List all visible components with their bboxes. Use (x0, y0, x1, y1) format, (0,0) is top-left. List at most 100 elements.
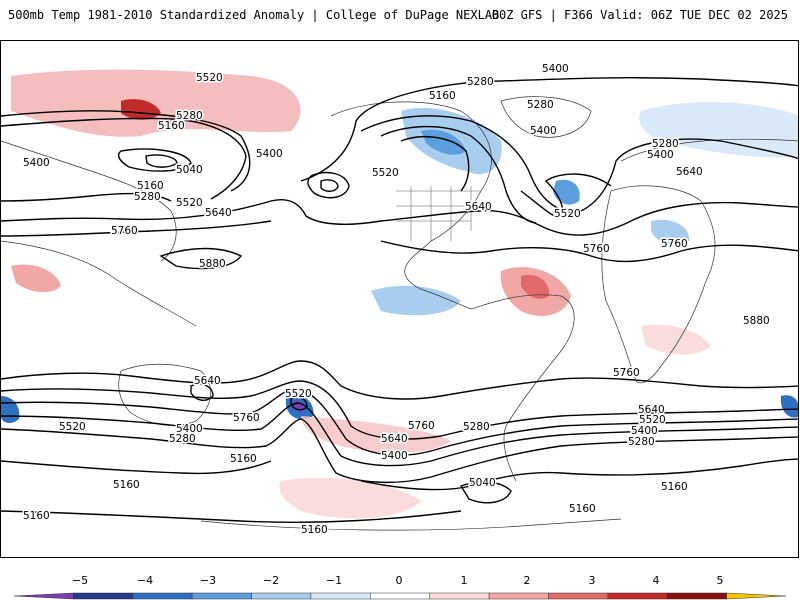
colorbar-tick-label: −1 (325, 574, 343, 587)
contour-label: 5160 (23, 510, 50, 522)
coastlines (1, 96, 798, 531)
anomaly-warm-southern-ocean (301, 416, 451, 453)
contour-label: 5880 (199, 258, 226, 270)
contour-label: 5160 (113, 479, 140, 491)
colorbar-segment (666, 592, 727, 600)
contour-label: 5160 (429, 90, 456, 102)
contour-5640-mid (1, 199, 798, 236)
contour-label: 5520 (639, 414, 666, 426)
contour-label: 5160 (569, 503, 596, 515)
contour-5400-north (1, 77, 798, 192)
colorbar-tick-label: −2 (262, 574, 280, 587)
contour-label: 5640 (465, 201, 492, 213)
contour-5880-subtropical (159, 247, 243, 270)
contour-low-pacific-center (307, 171, 350, 199)
contour-label: 5520 (59, 421, 86, 433)
colorbar-segment (488, 592, 549, 600)
colorbar-tick-label: 0 (395, 574, 403, 587)
contour-label: 5640 (381, 433, 408, 445)
coastline-eurasia (1, 138, 798, 262)
colorbar-tick-label: 5 (716, 574, 724, 587)
contour-label: 5640 (676, 166, 703, 178)
contour-label: 5760 (613, 367, 640, 379)
contour-label: 5880 (743, 315, 770, 327)
map-panel: 5520 5280 5160 5400 5160 5280 5040 5520 … (0, 40, 799, 558)
title-bar: 500mb Temp 1981-2010 Standardized Anomal… (0, 0, 800, 30)
contour-label: 5280 (176, 110, 203, 122)
coastline-asia-south (1, 240, 197, 327)
anomaly-warm-core-pacific (121, 99, 161, 120)
contour-5400-south (1, 402, 798, 467)
colorbar-segment (191, 592, 252, 600)
contour-label-layer: 5520 5280 5160 5400 5160 5280 5040 5520 … (22, 62, 772, 538)
anomaly-warm-indian-ocean (641, 324, 711, 355)
anomaly-warm-core-south-america (521, 274, 550, 299)
colorbar-tick-label: −3 (199, 574, 217, 587)
colorbar-segment (310, 592, 371, 600)
contour-label: 5640 (194, 375, 221, 387)
contour-label: 5280 (134, 191, 161, 203)
contour-5760-mid (1, 220, 798, 263)
contour-label: 5520 (196, 72, 223, 84)
colorbar-tick-label: −5 (71, 574, 89, 587)
contour-label: 5520 (373, 167, 400, 179)
contour-label: 5520 (372, 167, 399, 179)
colorbar-segment (370, 592, 430, 600)
colorbar-segment (132, 592, 193, 600)
contour-5280-north-america (380, 125, 537, 224)
coastline-south-america (470, 294, 575, 482)
anomaly-cold-atlantic (553, 179, 580, 205)
contour-label: 5160 (158, 120, 185, 132)
coastline-greenland (500, 96, 592, 138)
contour-label: 5520 (176, 197, 203, 209)
product-title: 500mb Temp 1981-2010 Standardized Anomal… (8, 8, 500, 22)
colorbar-segment (251, 592, 312, 600)
contour-5760-south (1, 360, 798, 400)
anomaly-cold-north-eurasia (639, 101, 798, 158)
colorbar-segment (548, 592, 609, 600)
colorbar-tick-label: −4 (136, 574, 154, 587)
contour-5520-atlantic (520, 173, 612, 218)
contour-5160-antarctic (1, 510, 462, 523)
contour-5520-north (1, 117, 247, 202)
colorbar-segment (607, 592, 668, 600)
colorbar-segment (13, 592, 74, 600)
contour-5280-south (1, 418, 798, 484)
contour-5040-pacific (145, 154, 178, 168)
contour-label: 5640 (205, 207, 232, 219)
contour-5160-pacific (117, 148, 192, 172)
run-valid-info: 00Z GFS | F366 Valid: 06Z TUE DEC 02 202… (491, 8, 788, 22)
contour-label: 5400 (647, 149, 674, 161)
anomaly-cold-west-edge (1, 396, 20, 423)
contour-label: 5400 (381, 450, 408, 462)
contour-label: 5520 (285, 388, 312, 400)
contour-5640-south (1, 380, 798, 440)
contour-label: 5040 (469, 477, 496, 489)
contour-label: 5280 (527, 99, 554, 111)
contour-label: 5760 (233, 412, 260, 424)
contour-label: 5640 (638, 404, 665, 416)
anomaly-warm-west-pacific (11, 264, 61, 293)
colorbar-segments (13, 592, 787, 600)
contour-label: 5280 (169, 433, 196, 445)
colorbar-tick-label: 4 (652, 574, 660, 587)
map-canvas: 5520 5280 5160 5400 5160 5280 5040 5520 … (1, 62, 798, 538)
contour-5040-south (459, 481, 512, 504)
contour-label: 5400 (631, 425, 658, 437)
contour-label: 5280 (652, 138, 679, 150)
colorbar (13, 592, 787, 600)
contour-label: 5280 (463, 421, 490, 433)
contour-label: 5400 (176, 423, 203, 435)
anomaly-warm-antarctic (279, 477, 421, 519)
anomaly-cold-core-canada (421, 129, 466, 155)
colorbar-tick-label: 3 (588, 574, 596, 587)
colorbar-tick-label: 1 (460, 574, 468, 587)
contour-label: 5160 (137, 180, 164, 192)
colorbar-tick-label: 2 (523, 574, 531, 587)
contour-label: 5280 (628, 436, 655, 448)
contour-5400-north-america (360, 115, 798, 213)
contour-label: 5760 (111, 225, 138, 237)
anomaly-warm-pacific-north (11, 69, 301, 137)
us-state-borders (396, 186, 481, 241)
contour-label: 5280 (467, 76, 494, 88)
